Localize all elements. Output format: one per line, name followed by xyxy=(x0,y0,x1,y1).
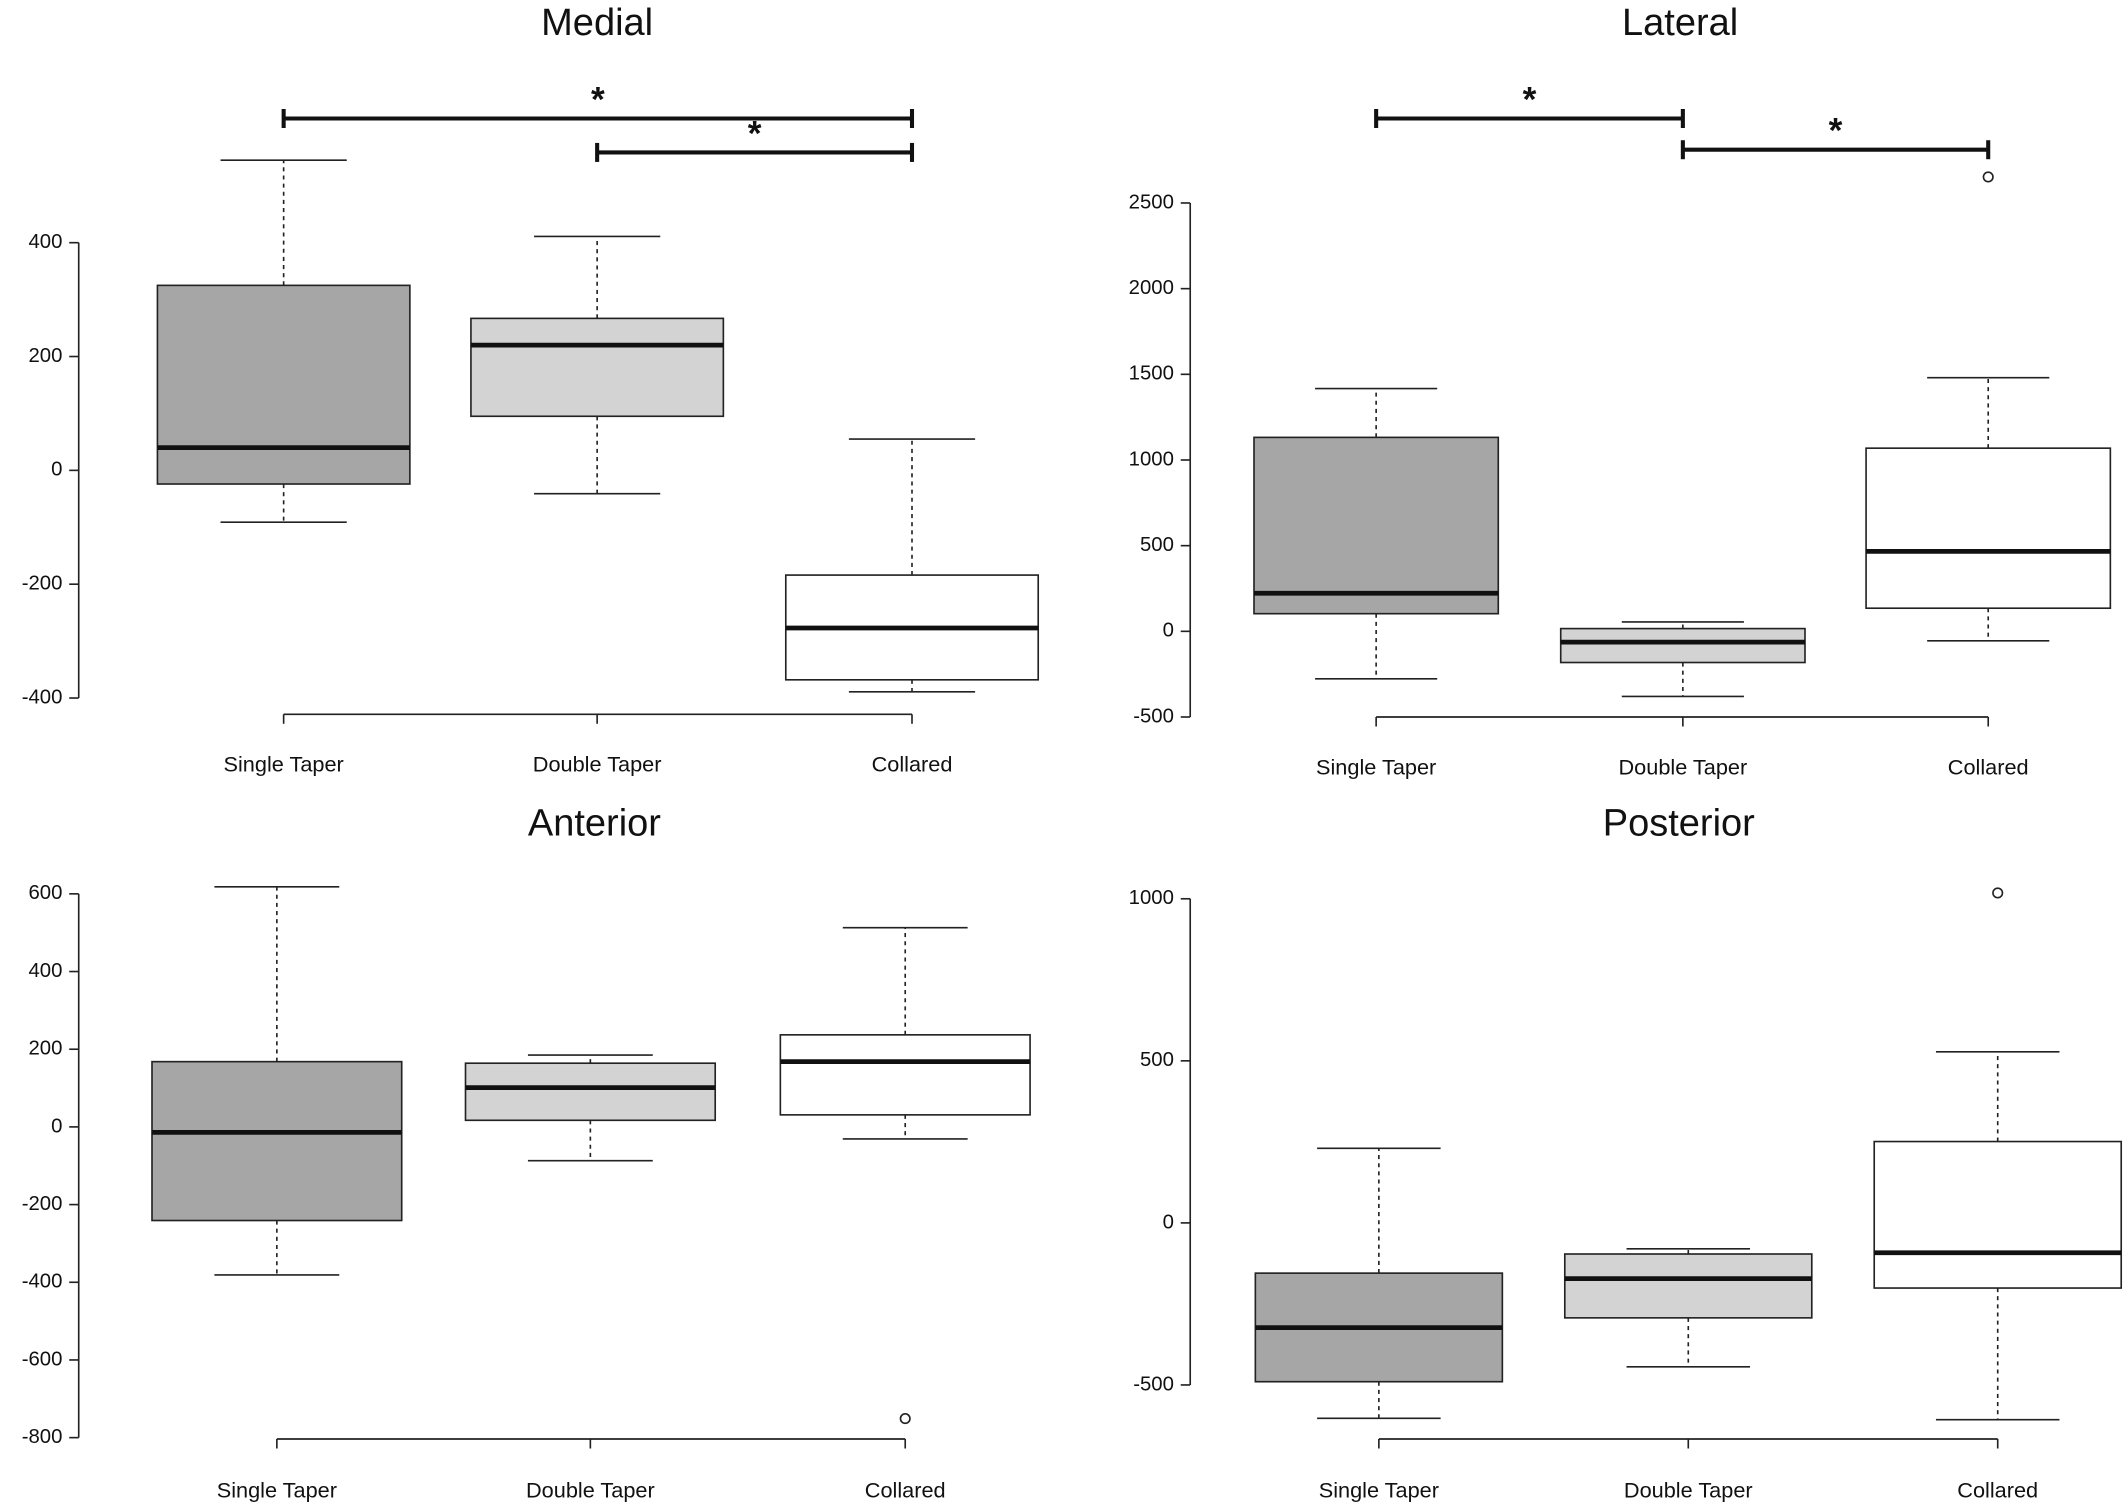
box xyxy=(1559,627,1806,664)
y-tick-label: -500 xyxy=(1133,705,1174,727)
y-tick-label: 0 xyxy=(1163,620,1174,642)
chart-title: Medial xyxy=(541,2,653,44)
y-tick-label: 200 xyxy=(28,1038,62,1060)
y-tick-label: 0 xyxy=(51,1115,62,1137)
box xyxy=(779,1034,1031,1116)
y-tick-label: -200 xyxy=(22,573,63,595)
significance-label: * xyxy=(1523,81,1537,120)
significance-label: * xyxy=(1829,112,1843,151)
box xyxy=(156,284,411,485)
y-tick-label: 500 xyxy=(1140,1049,1174,1071)
x-tick-label: Double Taper xyxy=(533,752,662,777)
box xyxy=(470,317,725,418)
y-tick-label: -800 xyxy=(22,1426,63,1448)
y-tick-label: 1000 xyxy=(1129,887,1174,909)
box xyxy=(1873,1140,2123,1289)
y-tick-label: -200 xyxy=(22,1193,63,1215)
y-tick-label: -600 xyxy=(22,1348,63,1370)
y-tick-label: 0 xyxy=(1163,1211,1174,1233)
x-tick-label: Single Taper xyxy=(1319,1478,1439,1503)
x-tick-label: Collared xyxy=(865,1478,946,1503)
x-tick-label: Double Taper xyxy=(526,1478,655,1503)
outlier xyxy=(899,1413,911,1425)
x-tick-label: Single Taper xyxy=(224,752,344,777)
box xyxy=(464,1062,717,1122)
outlier xyxy=(1992,887,2004,899)
y-tick-label: 2000 xyxy=(1129,277,1174,299)
x-tick-label: Double Taper xyxy=(1619,754,1748,779)
x-tick-label: Double Taper xyxy=(1624,1478,1753,1503)
x-tick-label: Single Taper xyxy=(1316,754,1436,779)
x-tick-label: Collared xyxy=(872,752,953,777)
x-tick-label: Single Taper xyxy=(217,1478,337,1503)
y-tick-label: 1000 xyxy=(1129,448,1174,470)
y-tick-label: 200 xyxy=(28,345,62,367)
x-tick-label: Collared xyxy=(1948,754,2029,779)
y-tick-label: 500 xyxy=(1140,534,1174,556)
y-tick-label: -500 xyxy=(1133,1373,1174,1395)
y-tick-label: 2500 xyxy=(1129,191,1174,213)
box xyxy=(151,1060,403,1222)
y-tick-label: 1500 xyxy=(1129,363,1174,385)
box xyxy=(1563,1253,1813,1319)
outlier xyxy=(1982,171,1994,183)
chart-title: Posterior xyxy=(1603,803,1755,845)
y-tick-label: 400 xyxy=(28,231,62,253)
box xyxy=(1865,447,2112,610)
box xyxy=(1253,436,1500,615)
chart-title: Lateral xyxy=(1622,2,1738,44)
significance-label: * xyxy=(748,114,762,153)
significance-label: * xyxy=(591,81,605,120)
y-tick-label: 0 xyxy=(51,459,62,481)
y-tick-label: 600 xyxy=(28,882,62,904)
y-tick-label: -400 xyxy=(22,1271,63,1293)
y-tick-label: -400 xyxy=(22,686,63,708)
y-tick-label: 400 xyxy=(28,960,62,982)
x-tick-label: Collared xyxy=(1957,1478,2038,1503)
chart-title: Anterior xyxy=(528,803,661,845)
